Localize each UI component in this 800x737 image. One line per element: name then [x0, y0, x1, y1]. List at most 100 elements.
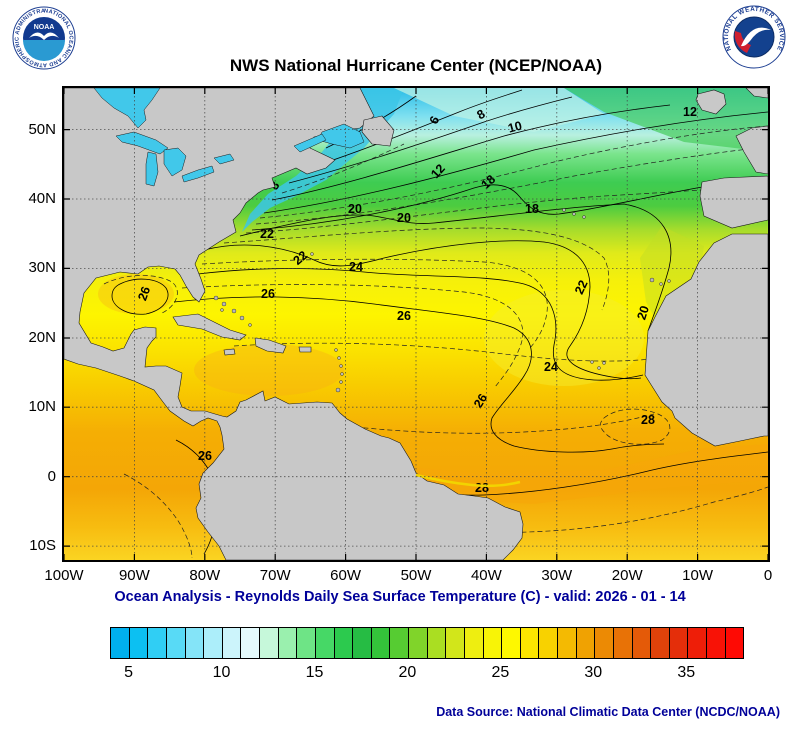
colorbar-tick-label: 5: [124, 664, 134, 681]
colorbar-cell: [390, 628, 409, 658]
noaa-acronym: NOAA: [34, 24, 55, 31]
colorbar-cell: [707, 628, 726, 658]
sst-map: 6810121286181820202022222224242626262626…: [64, 88, 768, 560]
map-frame: 6810121286181820202022222224242626262626…: [62, 86, 770, 562]
lon-label: 80W: [189, 567, 221, 584]
graticule: [64, 88, 768, 560]
isotherm-label: 20: [634, 304, 652, 322]
lake-michigan: [145, 151, 159, 187]
colorbar-cell: [725, 628, 744, 658]
colorbar: [110, 627, 744, 659]
colorbar-cell: [632, 628, 652, 658]
lat-label: 10N: [28, 398, 56, 416]
isotherm-label: 28: [475, 481, 489, 495]
isotherm-label: 12: [683, 105, 697, 119]
lon-label: 70W: [259, 567, 291, 584]
colorbar-cell: [558, 628, 577, 658]
lat-label: 40N: [28, 190, 56, 207]
lon-label: 100W: [44, 567, 84, 584]
colorbar-cell: [204, 628, 223, 658]
lon-label: 0: [763, 567, 773, 584]
colorbar-cell: [148, 628, 167, 658]
inland-waters: [93, 88, 521, 488]
nws-white-swoosh: [741, 27, 771, 47]
colorbar-cell: [260, 628, 279, 658]
isotherm-label: 20: [348, 202, 362, 216]
colorbar-cell: [297, 628, 316, 658]
colorbar-cell: [688, 628, 707, 658]
page-title: NWS National Hurricane Center (NCEP/NOAA…: [229, 56, 603, 75]
isotherm-label: 22: [572, 278, 591, 297]
colorbar-cell: [278, 628, 298, 658]
data-source-note: Data Source: National Climatic Data Cent…: [436, 705, 780, 719]
colorbar-cell: [576, 628, 596, 658]
lake-erie: [181, 165, 215, 183]
isotherm-label: 26: [135, 285, 153, 303]
isotherm-label: 26: [471, 391, 490, 410]
lat-label: 30N: [28, 259, 56, 277]
nws-logo: NATIONAL WEATHER SERVICE: [722, 5, 786, 69]
colorbar-tick-label: 20: [398, 664, 417, 681]
lon-label: 40W: [470, 567, 502, 584]
colorbar-tick-label: 10: [212, 664, 231, 681]
colorbar-cell: [446, 628, 465, 658]
lon-label: 30W: [541, 567, 573, 584]
colorbar-cell: [222, 628, 242, 658]
colorbar-cell: [129, 628, 149, 658]
land-france: [735, 125, 768, 175]
lake-huron: [163, 147, 187, 177]
lat-label: 50N: [28, 120, 56, 138]
colorbar-tick-label: 30: [584, 664, 603, 681]
map-subtitle: Ocean Analysis - Reynolds Daily Sea Surf…: [114, 589, 686, 605]
axis-ticks: [64, 88, 768, 560]
noaa-logo: NATIONAL OCEANIC AND ATMOSPHERIC ADMINIS…: [12, 6, 76, 70]
colorbar-cell: [409, 628, 428, 658]
land-britain: [745, 88, 768, 99]
lat-label: 20N: [28, 329, 56, 346]
isotherm-label: 26: [261, 287, 275, 301]
isotherm-label: 28: [641, 413, 655, 427]
colorbar-cell: [613, 628, 633, 658]
colorbar-tick-label: 25: [491, 664, 510, 681]
colorbar-cell: [483, 628, 503, 658]
colorbar-cell: [669, 628, 689, 658]
colorbar-cell: [166, 628, 186, 658]
land-ireland: [695, 89, 727, 115]
colorbar-cell: [651, 628, 670, 658]
colorbar-cell: [334, 628, 354, 658]
colorbar-cell: [111, 628, 130, 658]
land-masses: [64, 88, 768, 560]
colorbar-cell: [241, 628, 260, 658]
lat-label: 0: [47, 467, 56, 485]
isotherm-label: 24: [544, 360, 558, 374]
land-americas: [64, 88, 524, 560]
amazon-river: [415, 473, 521, 488]
colorbar-tick-label: 35: [677, 664, 696, 681]
island-cuba: [172, 313, 247, 341]
colorbar-cell: [315, 628, 335, 658]
colorbar-cell: [353, 628, 372, 658]
island-puerto-rico: [298, 346, 312, 353]
lon-label: 20W: [611, 567, 643, 584]
seagull-icon: [29, 32, 59, 40]
lon-label: 90W: [118, 567, 150, 584]
island-jamaica: [223, 348, 236, 356]
small-islands: [213, 208, 671, 393]
isotherm-label: 26: [397, 309, 411, 323]
lon-label: 60W: [330, 567, 362, 584]
colorbar-cell: [539, 628, 558, 658]
colorbar-cell: [595, 628, 614, 658]
isotherm-lines: [103, 89, 768, 559]
isotherm-label: 22: [260, 227, 274, 241]
colorbar-cell: [502, 628, 521, 658]
lake-ontario: [213, 153, 235, 165]
isotherm-label: 20: [397, 211, 411, 225]
colorbar-cell: [464, 628, 484, 658]
colorbar-cell: [520, 628, 540, 658]
colorbar-tick-label: 15: [305, 664, 324, 681]
isotherm-label: 24: [349, 260, 363, 274]
land-africa: [644, 233, 768, 447]
isotherm-label: 10: [506, 119, 523, 136]
st-lawrence-river: [293, 133, 327, 153]
lon-label: 10W: [682, 567, 714, 584]
